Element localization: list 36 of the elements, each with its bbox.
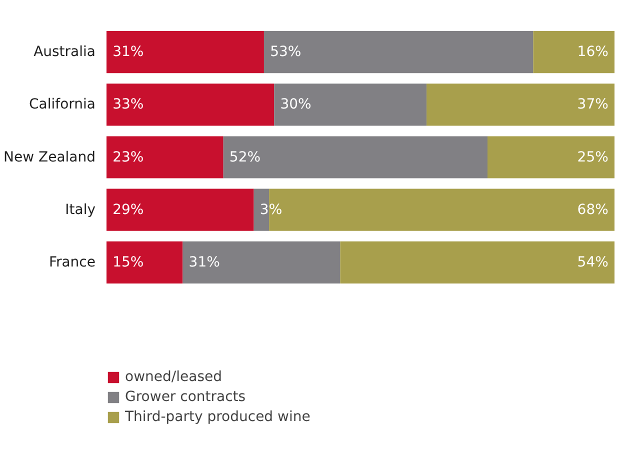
data-label: 68% xyxy=(577,202,608,218)
bar xyxy=(533,31,614,74)
data-label: 30% xyxy=(280,96,312,113)
bar xyxy=(182,241,340,284)
bar xyxy=(106,31,264,74)
bar xyxy=(106,84,274,126)
bar xyxy=(223,136,488,178)
y-tick-label: Italy xyxy=(65,202,96,218)
data-label: 29% xyxy=(112,202,144,218)
data-label: 54% xyxy=(577,254,608,270)
data-label: 31% xyxy=(188,254,220,270)
data-label: 15% xyxy=(112,254,144,270)
bar xyxy=(274,84,427,126)
y-tick-label: Australia xyxy=(34,44,96,60)
bar xyxy=(264,31,534,74)
bar xyxy=(488,136,614,178)
data-label: 31% xyxy=(112,44,144,60)
y-tick-label: France xyxy=(48,254,96,270)
y-tick-label: New Zealand xyxy=(4,149,96,166)
data-label: 33% xyxy=(112,96,144,113)
legend-label: Third-party produced wine xyxy=(125,409,310,425)
bar xyxy=(106,188,254,231)
data-label: 23% xyxy=(112,149,144,166)
data-label: 53% xyxy=(270,44,302,60)
data-label: 16% xyxy=(577,44,608,60)
data-label: 25% xyxy=(577,149,608,166)
legend-label: owned/leased xyxy=(125,369,222,385)
bar xyxy=(106,241,183,284)
data-label: 37% xyxy=(577,96,608,113)
bar xyxy=(340,241,614,284)
data-label: 52% xyxy=(229,149,261,166)
legend-label: Grower contracts xyxy=(125,389,246,405)
y-tick-label: California xyxy=(29,96,96,113)
data-label: 3% xyxy=(260,202,282,218)
bar xyxy=(106,136,224,178)
bar xyxy=(426,84,614,126)
